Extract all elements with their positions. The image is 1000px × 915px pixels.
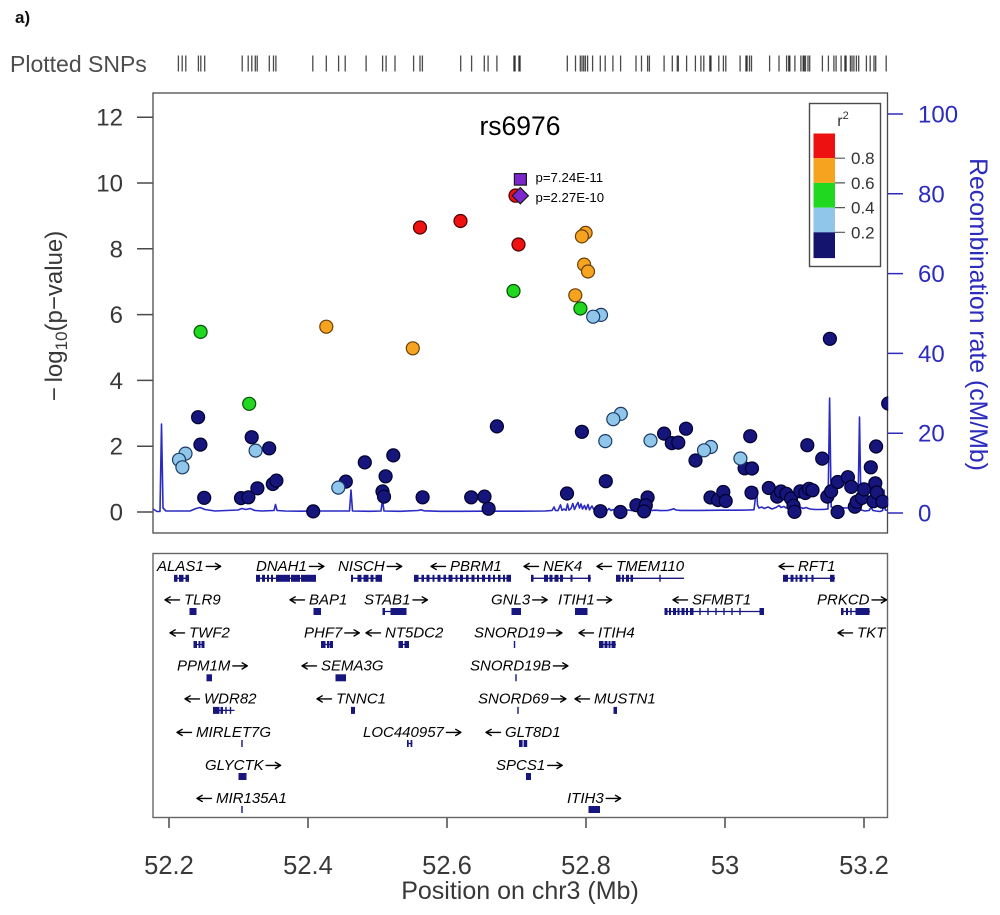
svg-text:p=2.27E-10: p=2.27E-10 <box>536 190 605 205</box>
svg-text:NT5DC2: NT5DC2 <box>385 625 444 642</box>
svg-text:GLT8D1: GLT8D1 <box>505 724 561 741</box>
svg-text:r2: r2 <box>837 110 848 130</box>
svg-text:STAB1: STAB1 <box>364 592 410 609</box>
svg-text:GNL3: GNL3 <box>491 592 531 609</box>
svg-text:20: 20 <box>918 421 945 448</box>
svg-text:10: 10 <box>96 171 123 198</box>
svg-text:ALAS1: ALAS1 <box>156 558 204 575</box>
svg-text:52.2: 52.2 <box>144 852 194 880</box>
svg-text:52.4: 52.4 <box>283 852 333 880</box>
svg-text:0.2: 0.2 <box>851 223 875 242</box>
svg-text:NEK4: NEK4 <box>543 558 582 575</box>
svg-text:0.8: 0.8 <box>851 149 875 168</box>
svg-text:60: 60 <box>918 261 945 288</box>
svg-text:TMEM110: TMEM110 <box>616 558 685 575</box>
svg-text:12: 12 <box>96 105 123 132</box>
svg-text:p=7.24E-11: p=7.24E-11 <box>536 170 604 185</box>
svg-text:PBRM1: PBRM1 <box>450 558 502 575</box>
svg-text:TKT: TKT <box>857 625 887 642</box>
svg-text:0.4: 0.4 <box>851 199 875 218</box>
svg-text:ITIH3: ITIH3 <box>567 790 604 807</box>
svg-text:MIRLET7G: MIRLET7G <box>196 724 271 741</box>
svg-text:MIR135A1: MIR135A1 <box>216 790 287 807</box>
svg-text:rs6976: rs6976 <box>479 111 560 141</box>
svg-text:RFT1: RFT1 <box>798 558 836 575</box>
svg-text:53: 53 <box>711 852 739 880</box>
svg-text:TWF2: TWF2 <box>189 625 230 642</box>
svg-text:80: 80 <box>918 181 945 208</box>
svg-text:Recombination rate (cM/Mb): Recombination rate (cM/Mb) <box>964 158 991 471</box>
svg-text:MUSTN1: MUSTN1 <box>594 691 656 708</box>
svg-text:PPM1M: PPM1M <box>177 658 231 675</box>
svg-text:a): a) <box>15 8 30 27</box>
svg-text:40: 40 <box>918 341 945 368</box>
svg-text:Plotted SNPs: Plotted SNPs <box>10 51 147 77</box>
svg-text:TLR9: TLR9 <box>184 592 221 609</box>
svg-text:WDR82: WDR82 <box>204 691 257 708</box>
svg-text:BAP1: BAP1 <box>309 592 347 609</box>
svg-text:4: 4 <box>110 368 123 395</box>
svg-text:6: 6 <box>110 302 123 329</box>
svg-text:PRKCD: PRKCD <box>817 592 870 609</box>
svg-text:52.8: 52.8 <box>561 852 611 880</box>
svg-text:Position on chr3 (Mb): Position on chr3 (Mb) <box>401 877 639 905</box>
svg-text:8: 8 <box>110 236 123 263</box>
svg-text:2: 2 <box>110 434 123 461</box>
svg-text:SNORD19: SNORD19 <box>474 625 546 642</box>
svg-text:SPCS1: SPCS1 <box>496 757 545 774</box>
svg-text:52.6: 52.6 <box>422 852 472 880</box>
svg-text:0: 0 <box>110 500 123 527</box>
svg-text:ITIH4: ITIH4 <box>598 625 635 642</box>
svg-text:SNORD69: SNORD69 <box>478 691 550 708</box>
svg-text:ITIH1: ITIH1 <box>558 592 595 609</box>
svg-text:0: 0 <box>918 501 931 528</box>
svg-text:TNNC1: TNNC1 <box>336 691 386 708</box>
svg-text:PHF7: PHF7 <box>304 625 343 642</box>
svg-text:0.6: 0.6 <box>851 174 875 193</box>
svg-text:NISCH: NISCH <box>338 558 385 575</box>
svg-text:GLYCTK: GLYCTK <box>205 757 265 774</box>
svg-text:LOC440957: LOC440957 <box>363 724 445 741</box>
svg-text:SFMBT1: SFMBT1 <box>692 592 751 609</box>
svg-text:100: 100 <box>918 102 958 129</box>
svg-text:53.2: 53.2 <box>839 852 889 880</box>
svg-text:DNAH1: DNAH1 <box>256 558 307 575</box>
svg-text:− log10(p−value): − log10(p−value) <box>41 231 71 402</box>
svg-text:SEMA3G: SEMA3G <box>321 658 384 675</box>
svg-text:SNORD19B: SNORD19B <box>470 658 551 675</box>
